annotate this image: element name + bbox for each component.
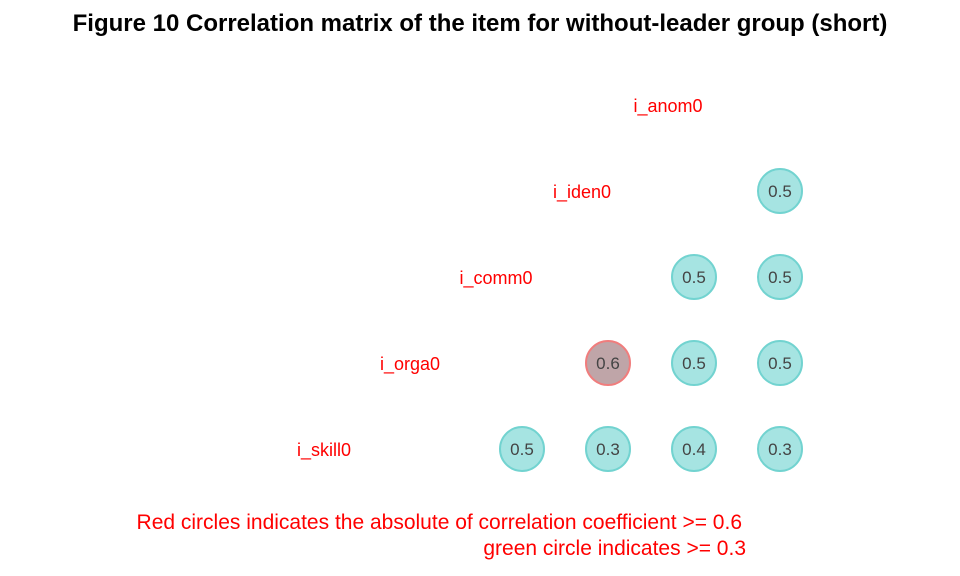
correlation-cell-i-anom0-i-skill0: 0.3 [757,426,803,472]
correlation-value: 0.3 [768,440,792,459]
correlation-value: 0.5 [510,440,534,459]
correlation-value: 0.5 [768,182,792,201]
variable-label-i-iden0: i_iden0 [553,182,611,203]
correlation-cell-i-comm0-i-orga0: 0.6 [585,340,631,386]
correlation-cell-i-iden0-i-orga0: 0.5 [671,340,717,386]
variable-label-i-skill0: i_skill0 [297,440,351,461]
correlation-cell-i-iden0-i-skill0: 0.4 [671,426,717,472]
legend-note-green: green circle indicates >= 0.3 [483,537,746,560]
correlation-circle-green [671,426,717,472]
correlation-value: 0.3 [596,440,620,459]
correlation-circle-green [585,426,631,472]
correlation-value: 0.5 [682,268,706,287]
correlation-cell-i-anom0-i-iden0: 0.5 [757,168,803,214]
correlation-circle-green [757,426,803,472]
correlation-circle-green [671,340,717,386]
legend-note-red: Red circles indicates the absolute of co… [136,511,742,534]
correlation-circle-red [585,340,631,386]
correlation-cell-i-anom0-i-comm0: 0.5 [757,254,803,300]
variable-label-i-comm0: i_comm0 [459,268,532,289]
correlation-cell-i-comm0-i-skill0: 0.3 [585,426,631,472]
correlation-cell-i-iden0-i-comm0: 0.5 [671,254,717,300]
variable-label-i-anom0: i_anom0 [633,96,702,117]
correlation-value: 0.4 [682,440,706,459]
correlation-circle-green [757,254,803,300]
variable-label-i-orga0: i_orga0 [380,354,440,375]
correlation-circle-green [671,254,717,300]
correlation-value: 0.6 [596,354,620,373]
correlation-cell-i-anom0-i-orga0: 0.5 [757,340,803,386]
correlation-value: 0.5 [768,354,792,373]
correlation-circle-green [499,426,545,472]
correlation-value: 0.5 [682,354,706,373]
chart-title: Figure 10 Correlation matrix of the item… [72,10,888,37]
correlation-value: 0.5 [768,268,792,287]
correlation-circle-green [757,340,803,386]
correlation-circle-green [757,168,803,214]
correlation-cell-i-orga0-i-skill0: 0.5 [499,426,545,472]
